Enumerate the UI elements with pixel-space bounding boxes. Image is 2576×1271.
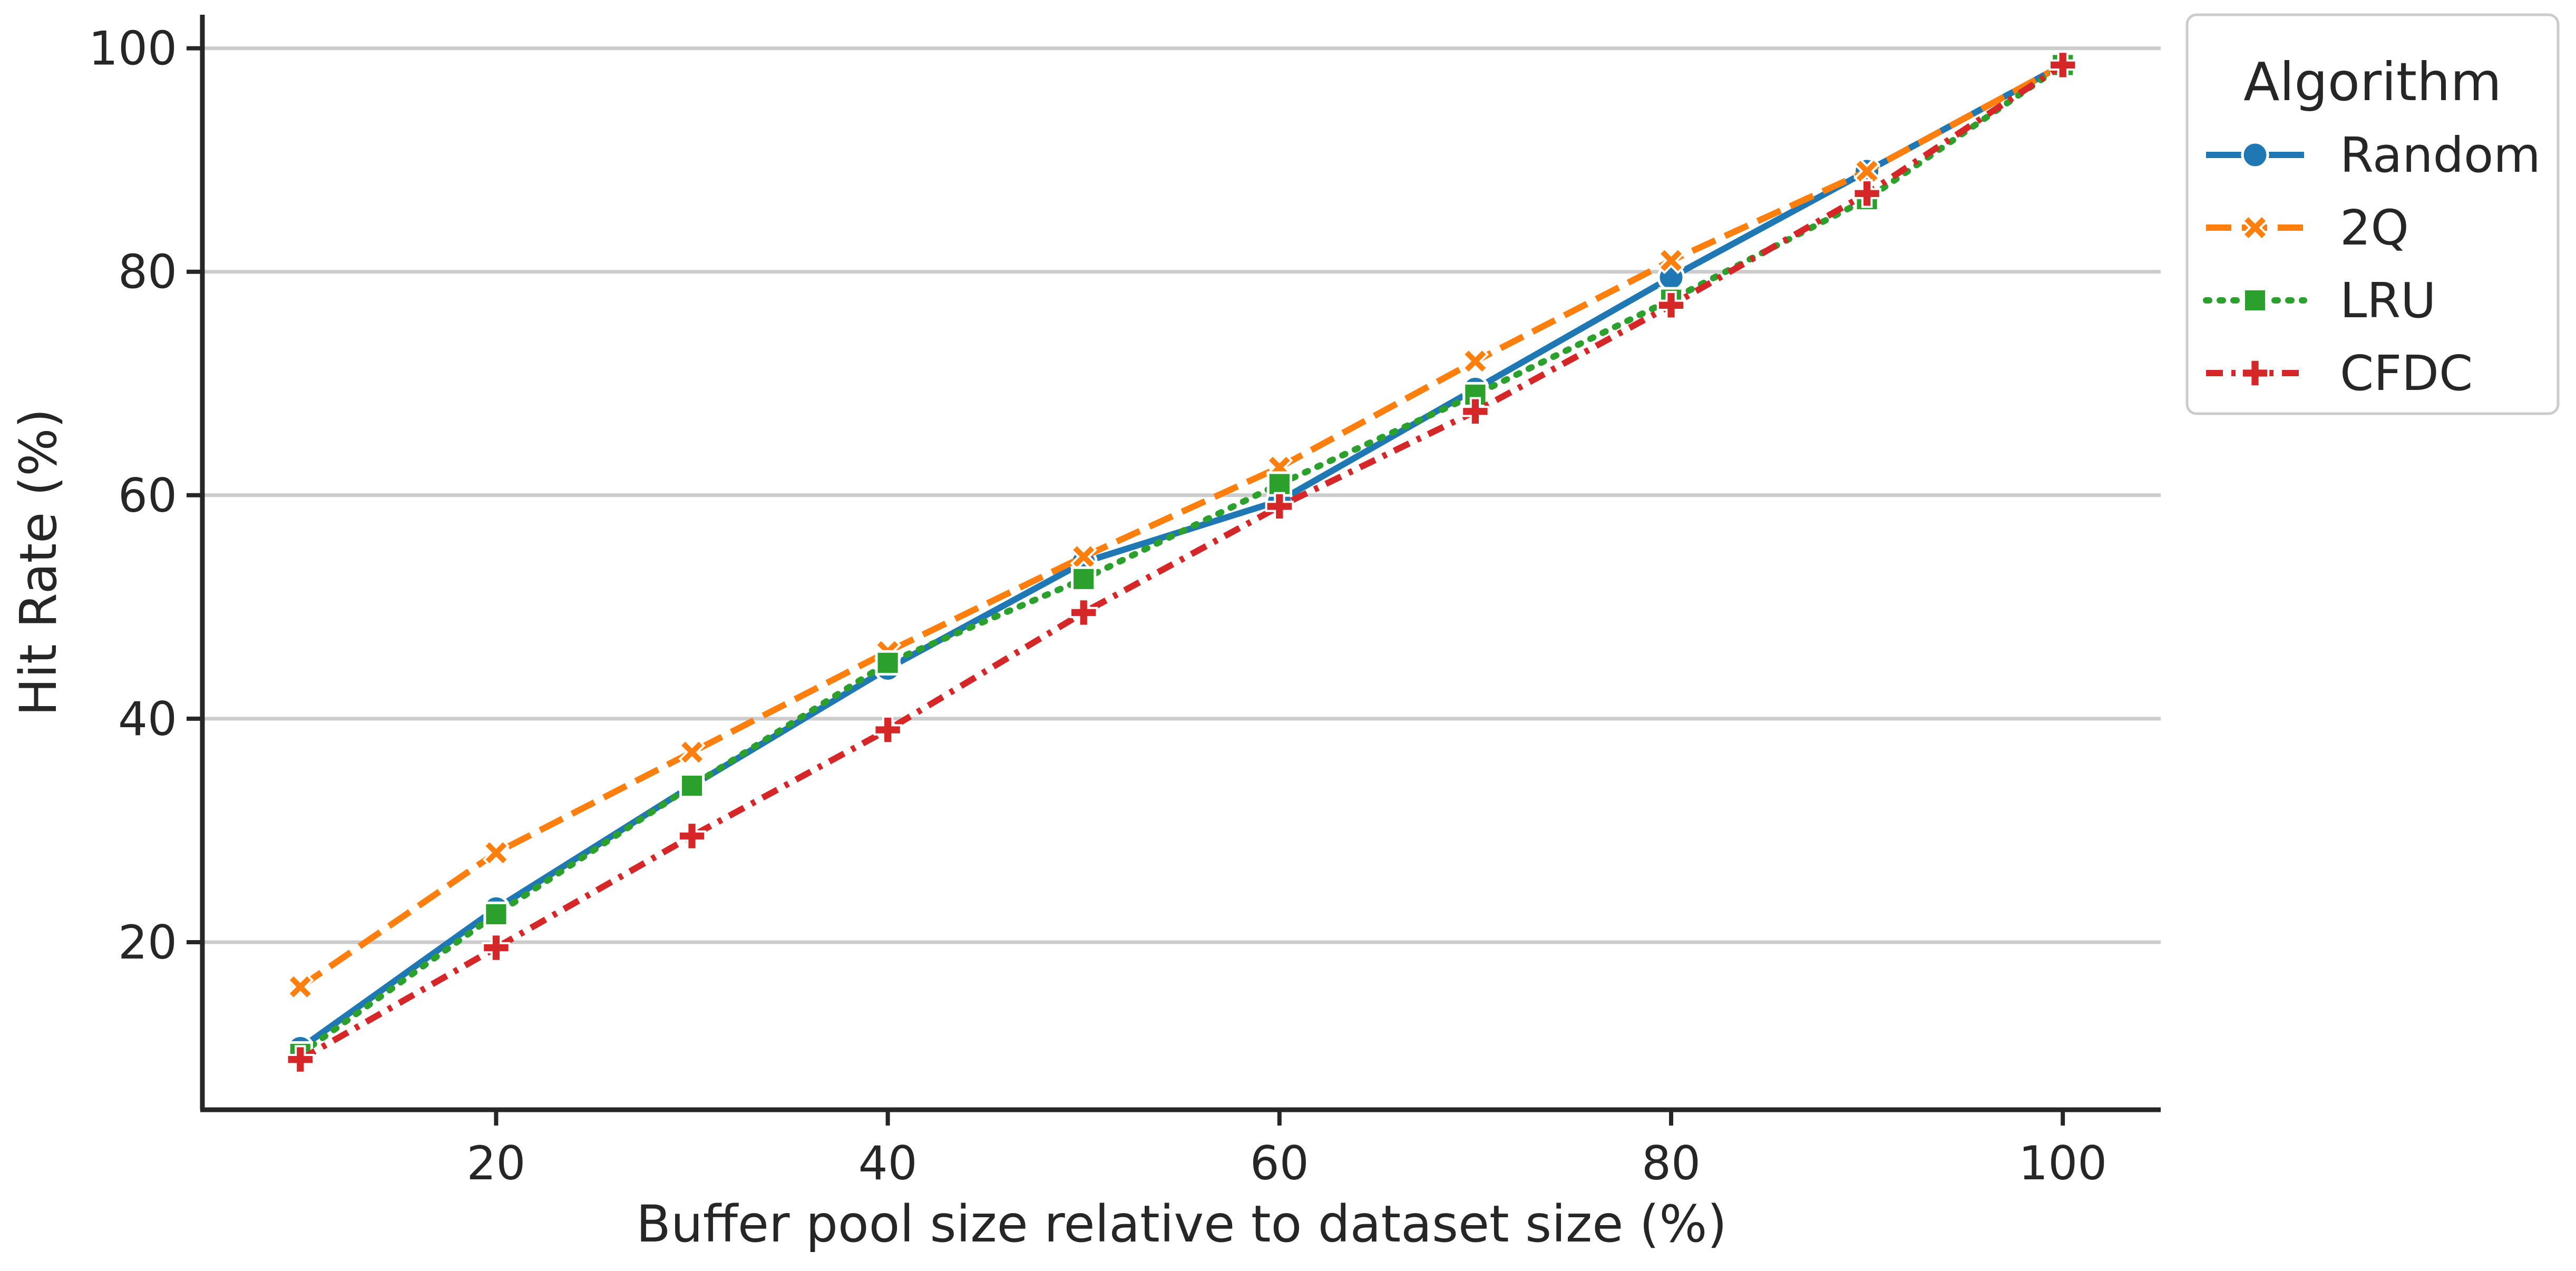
point-lru-30 (679, 773, 705, 799)
y-tick-label-60: 60 (118, 468, 177, 523)
series-layer (286, 51, 2077, 1074)
point-cfdc-20 (482, 933, 511, 962)
y-tick-label-20: 20 (118, 915, 177, 970)
x-tick-label-80: 80 (1642, 1136, 1701, 1190)
point-2q-20 (482, 839, 510, 866)
series-2q (287, 51, 2076, 1001)
ticks: 20 40 60 80 100 20 40 60 80 100 (89, 22, 2107, 1190)
y-tick-label-100: 100 (89, 22, 177, 76)
point-lru-60 (1266, 471, 1292, 497)
legend-frame (2185, 13, 2560, 415)
point-lru-20 (483, 901, 509, 927)
point-cfdc-50 (1069, 598, 1098, 627)
legend-marker-2q (2241, 214, 2269, 241)
y-tick-label-40: 40 (118, 692, 177, 746)
axes (200, 15, 2161, 1112)
x-tick-label-100: 100 (2018, 1136, 2107, 1190)
legend-label-2q: 2Q (2340, 200, 2409, 256)
point-2q-90 (1853, 158, 1881, 185)
legend-label-cfdc: CFDC (2340, 345, 2473, 402)
x-tick-label-20: 20 (466, 1136, 525, 1190)
legend-title: Algorithm (2243, 51, 2502, 113)
point-cfdc-40 (873, 715, 902, 745)
legend-label-lru: LRU (2340, 272, 2436, 329)
legend-item-2q: 2Q (2206, 200, 2409, 256)
x-axis-label: Buffer pool size relative to dataset siz… (636, 1195, 1727, 1254)
point-2q-10 (287, 973, 314, 1001)
point-cfdc-80 (1656, 291, 1686, 320)
y-tick-label-80: 80 (118, 245, 177, 299)
series-line-2q (298, 62, 2065, 990)
x-tick-label-60: 60 (1250, 1136, 1309, 1190)
series-cfdc (286, 51, 2077, 1074)
legend-item-lru: LRU (2203, 272, 2436, 329)
point-2q-80 (1657, 247, 1685, 275)
legend-item-random: Random (2206, 127, 2541, 183)
point-2q-50 (1070, 543, 1097, 571)
x-tick-label-40: 40 (858, 1136, 918, 1190)
point-cfdc-70 (1461, 397, 1490, 426)
point-lru-50 (1071, 566, 1097, 592)
legend-marker-cfdc (2240, 358, 2270, 388)
series-line-cfdc (298, 62, 2065, 1062)
point-cfdc-30 (677, 822, 707, 850)
y-axis-label: Hit Rate (%) (9, 408, 68, 716)
series-line-lru (297, 62, 2066, 1057)
point-cfdc-90 (1852, 179, 1881, 208)
point-cfdc-10 (286, 1045, 315, 1074)
legend-label-random: Random (2340, 127, 2541, 183)
legend-marker-lru (2242, 287, 2268, 314)
point-lru-40 (875, 650, 901, 676)
point-cfdc-60 (1265, 492, 1294, 521)
point-2q-70 (1461, 347, 1489, 375)
legend-marker-random (2241, 141, 2269, 169)
legend-items: Random 2Q LRU CFDC (2203, 127, 2541, 402)
legend: Algorithm Random 2Q LRU CFDC (2185, 13, 2560, 415)
gridlines (202, 46, 2161, 944)
legend-item-cfdc: CFDC (2206, 345, 2473, 402)
point-cfdc-100 (2048, 51, 2077, 80)
point-2q-30 (678, 738, 706, 766)
